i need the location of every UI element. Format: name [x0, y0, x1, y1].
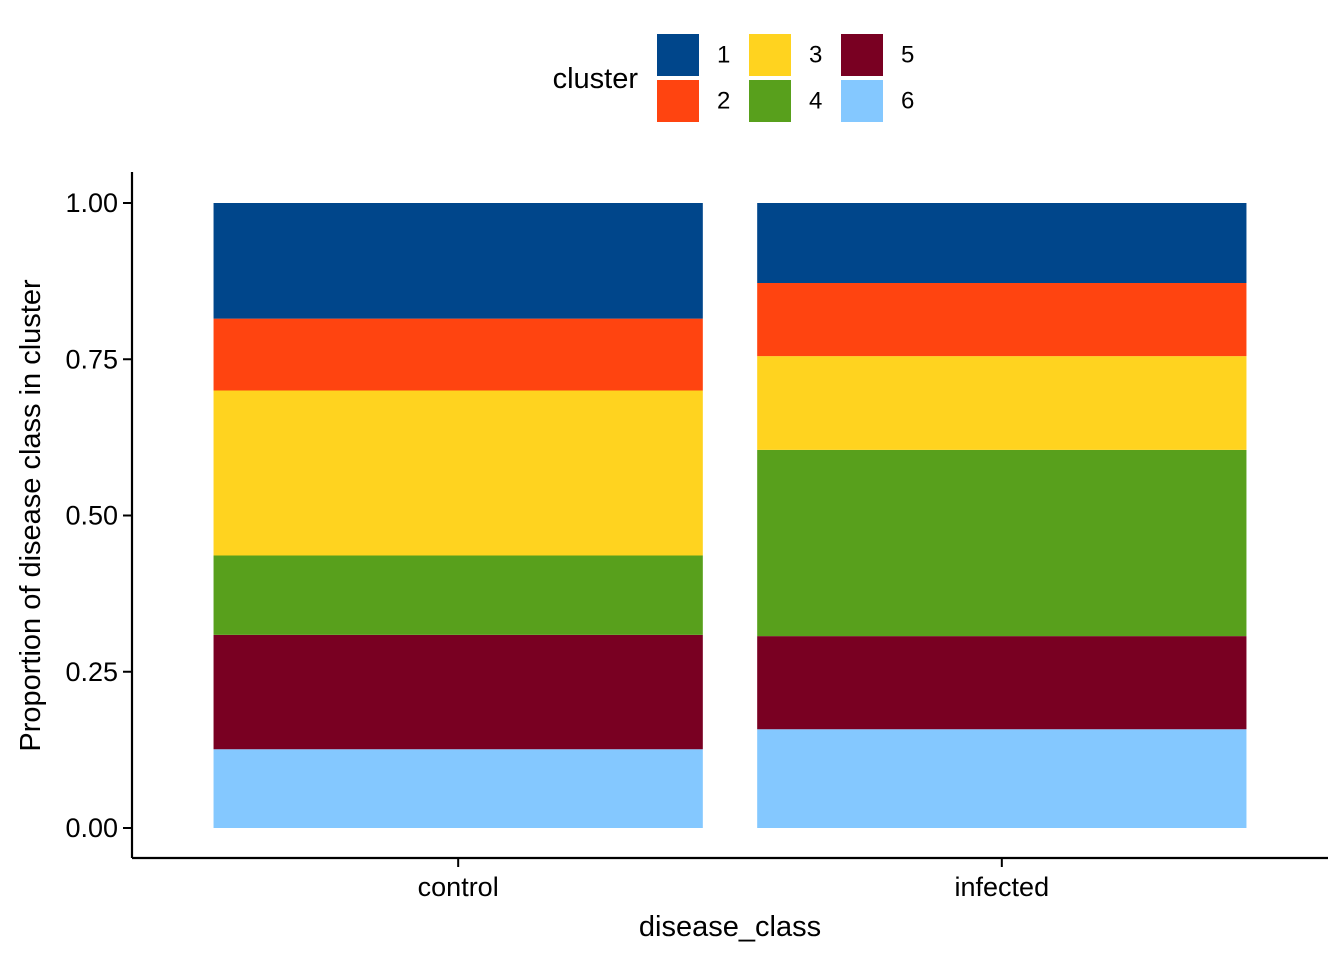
bar-control-cluster-3: [213, 390, 703, 556]
x-tick-label: control: [418, 872, 499, 902]
x-tick-label: infected: [955, 872, 1050, 902]
y-tick-label: 0.75: [65, 344, 118, 374]
bar-infected-cluster-2: [757, 283, 1247, 357]
y-tick-label: 0.00: [65, 813, 118, 843]
legend-key-cluster-2: [657, 80, 699, 122]
legend-key-cluster-3: [749, 34, 791, 76]
legend-key-cluster-1: [657, 34, 699, 76]
bars: [213, 203, 1247, 828]
bar-control-cluster-2: [213, 318, 703, 391]
legend-label-cluster-2: 2: [717, 88, 730, 115]
bar-infected-cluster-4: [757, 449, 1247, 637]
legend-key-cluster-4: [749, 80, 791, 122]
bar-infected-cluster-6: [757, 729, 1247, 828]
legend: cluster 1 2 3 4 5 6: [553, 34, 914, 122]
legend-key-cluster-5: [841, 34, 883, 76]
bar-control-cluster-5: [213, 634, 703, 750]
legend-title: cluster: [553, 63, 639, 95]
bar-infected-cluster-1: [757, 203, 1247, 283]
bar-control-cluster-1: [213, 203, 703, 319]
bar-control-cluster-6: [213, 749, 703, 828]
legend-label-cluster-5: 5: [901, 42, 914, 69]
legend-key-cluster-6: [841, 80, 883, 122]
bar-infected-cluster-3: [757, 356, 1247, 450]
legend-label-cluster-4: 4: [809, 88, 822, 115]
y-axis-title: Proportion of disease class in cluster: [15, 279, 47, 752]
x-axis-title: disease_class: [639, 911, 821, 943]
y-tick-label: 0.50: [65, 501, 118, 531]
bar-control-cluster-4: [213, 555, 703, 635]
y-tick-label: 1.00: [65, 188, 118, 218]
legend-label-cluster-6: 6: [901, 88, 914, 115]
legend-label-cluster-1: 1: [717, 42, 730, 69]
bar-infected-cluster-5: [757, 636, 1247, 730]
y-tick-label: 0.25: [65, 657, 118, 687]
legend-label-cluster-3: 3: [809, 42, 822, 69]
axes: 0.00 0.25 0.50 0.75 1.00 control infected: [65, 172, 1328, 902]
